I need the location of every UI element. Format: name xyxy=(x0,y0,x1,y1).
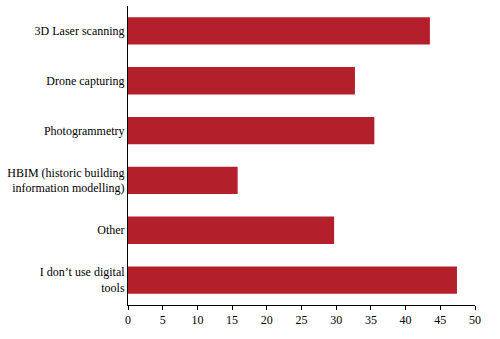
svg-text:10: 10 xyxy=(191,313,203,327)
svg-text:35: 35 xyxy=(365,313,377,327)
svg-text:20: 20 xyxy=(261,313,273,327)
svg-text:45: 45 xyxy=(434,313,446,327)
svg-text:40: 40 xyxy=(400,313,412,327)
svg-text:15: 15 xyxy=(226,313,238,327)
svg-text:HBIM (historic buildinginforma: HBIM (historic buildinginformation model… xyxy=(7,166,124,196)
svg-text:0: 0 xyxy=(125,313,131,327)
svg-text:25: 25 xyxy=(296,313,308,327)
svg-text:30: 30 xyxy=(330,313,342,327)
svg-text:3D Laser scanning: 3D Laser scanning xyxy=(35,24,125,38)
svg-text:I don’t use digitaltools: I don’t use digitaltools xyxy=(40,265,125,295)
svg-text:Drone capturing: Drone capturing xyxy=(46,74,124,88)
svg-text:Other: Other xyxy=(97,223,124,237)
svg-text:50: 50 xyxy=(469,313,481,327)
svg-text:5: 5 xyxy=(160,313,166,327)
svg-text:Photogrammetry: Photogrammetry xyxy=(44,124,125,138)
